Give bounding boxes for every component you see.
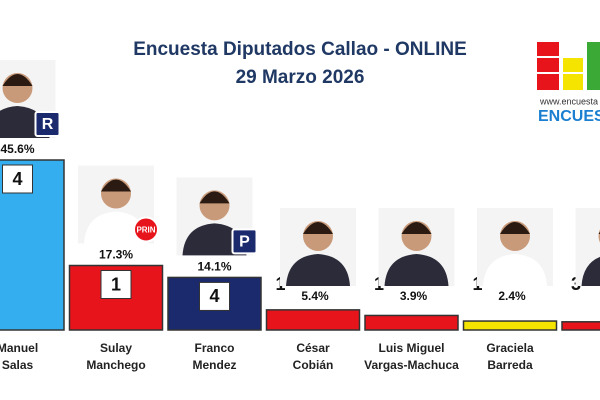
value-label: 14.1% (197, 260, 231, 274)
seat-box (2, 164, 33, 194)
party-logo: P (239, 234, 250, 251)
photo-body (286, 254, 350, 286)
chart-subtitle: 29 Marzo 2026 (236, 67, 365, 88)
party-logo-bg (133, 216, 159, 243)
value-label: 17.3% (99, 248, 133, 262)
candidate-photo (280, 208, 356, 286)
category-label: Manuel (0, 341, 38, 355)
seat-box (199, 281, 230, 311)
seat-box (100, 270, 132, 300)
photo-hair (401, 222, 432, 234)
category-label: Luis Miguel (379, 341, 445, 355)
value-label: 45.6% (0, 142, 34, 156)
candidate-photo: R (0, 60, 61, 138)
value-label: 2.4% (498, 289, 526, 303)
candidate-photo (477, 208, 553, 286)
bar (364, 314, 459, 331)
photo-body (581, 256, 600, 286)
candidate-photo (575, 208, 600, 286)
chart-title: Encuesta Diputados Callao - ONLINE (133, 39, 467, 60)
bar (561, 321, 600, 331)
category-label: Manchego (86, 358, 145, 372)
photo-hair (199, 191, 230, 204)
brand-url: www.encuesta (539, 96, 598, 106)
category-label: Barreda (487, 358, 533, 372)
party-logo: PRIN (136, 226, 155, 235)
category-label: Graciela (486, 341, 534, 355)
seat-count: 4 (209, 286, 219, 306)
photo-hair (101, 179, 131, 192)
category-label: César (296, 341, 330, 355)
candidate-photo (378, 208, 455, 286)
bar (265, 309, 361, 331)
party-logo-bg (231, 228, 258, 255)
value-label: 3.9% (400, 289, 428, 303)
category-label: Cobián (293, 358, 334, 372)
photo-body (384, 254, 449, 286)
photo-body (84, 211, 148, 244)
seat-count: 1 (111, 274, 121, 294)
brand-logo: www.encuesta ENCUES (537, 42, 600, 125)
candidate-photo: PRIN (78, 165, 159, 244)
bar (462, 320, 558, 331)
brand-name: ENCUES (538, 108, 600, 125)
photo-hair (500, 222, 530, 234)
category-label: Vargas-Machuca (364, 358, 459, 372)
value-label: 5.4% (301, 289, 329, 303)
category-label: Salas (2, 358, 34, 372)
category-label: Sulay (100, 341, 132, 355)
photo-hair (2, 74, 33, 86)
category-label: Mendez (192, 358, 236, 372)
photo-body (483, 254, 547, 286)
seat-count: 4 (12, 169, 22, 189)
category-label: Franco (194, 341, 234, 355)
photo-hair (303, 222, 333, 234)
candidate-photo: P (176, 177, 258, 256)
party-logo-bg (34, 111, 61, 137)
photo-body (182, 223, 247, 256)
party-logo: R (42, 116, 54, 133)
